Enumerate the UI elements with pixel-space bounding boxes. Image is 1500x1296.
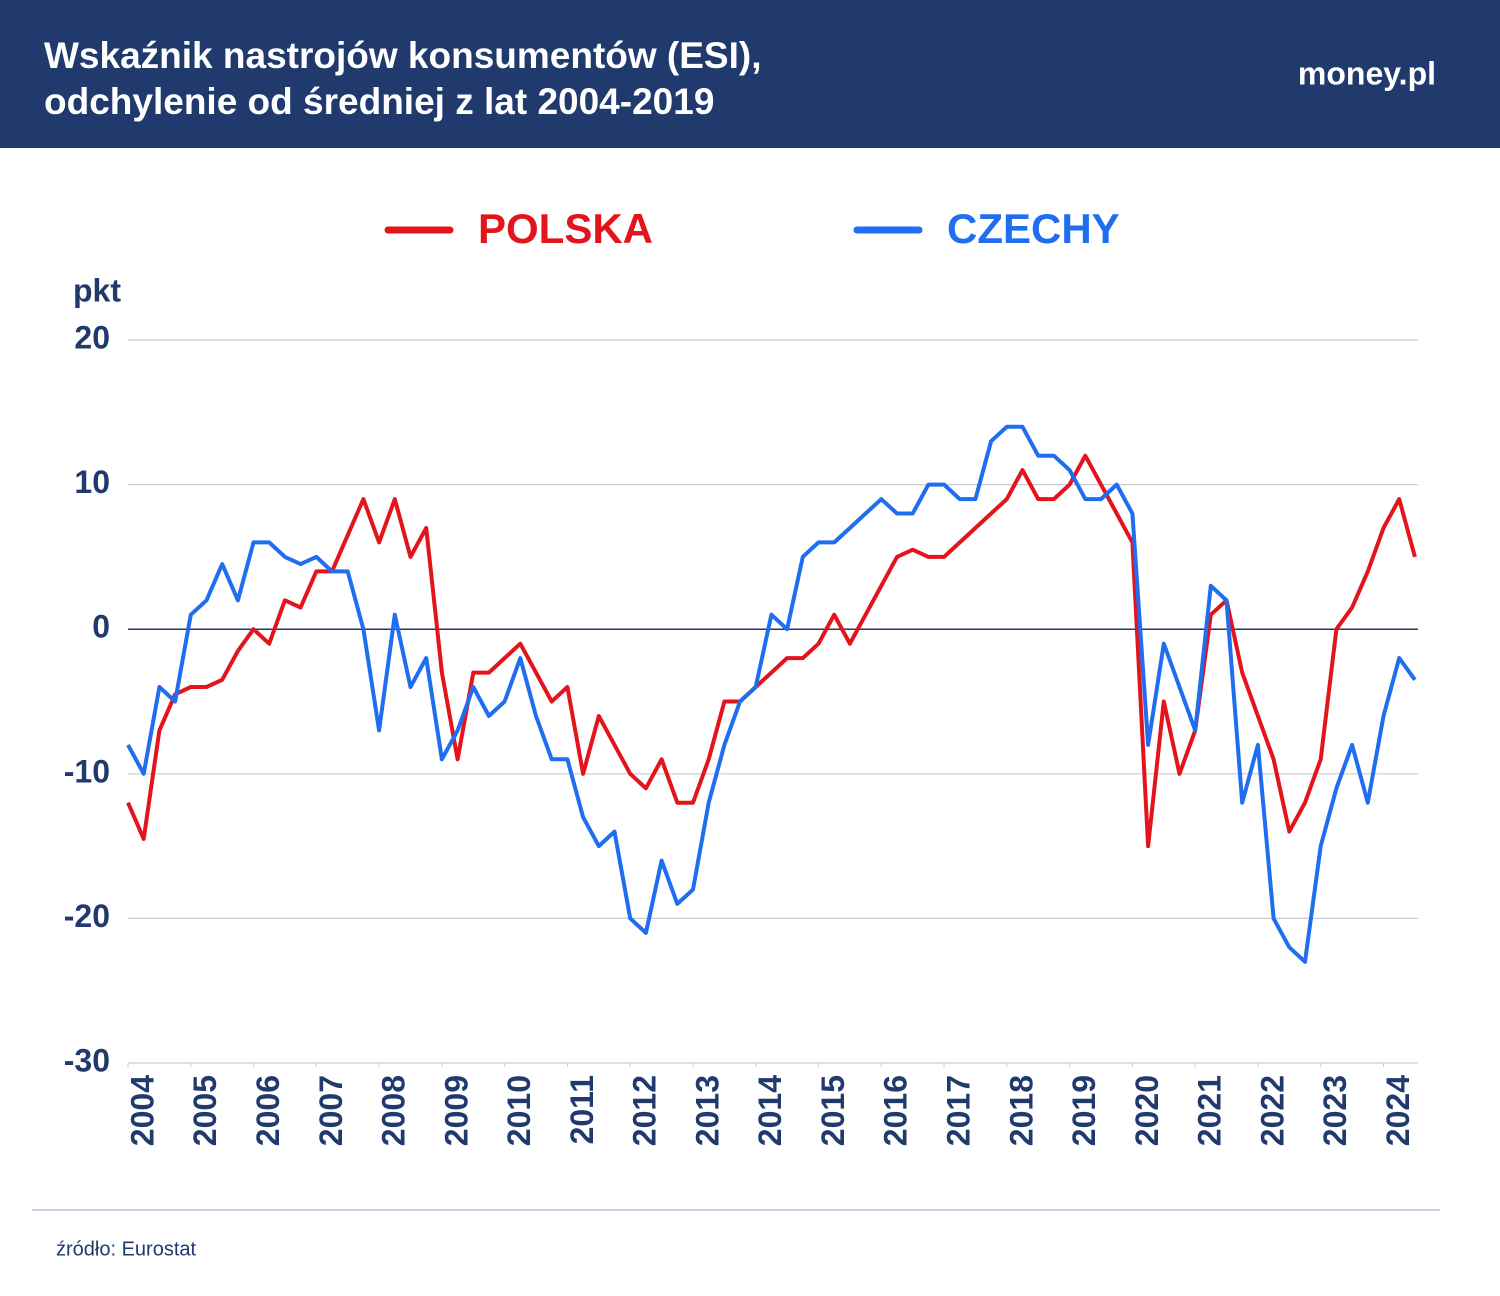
x-tick-label: 2018: [1003, 1075, 1039, 1146]
legend-label: CZECHY: [947, 205, 1120, 252]
x-tick-label: 2005: [187, 1075, 223, 1146]
x-tick-label: 2022: [1254, 1075, 1290, 1146]
x-tick-label: 2023: [1317, 1075, 1353, 1146]
x-tick-label: 2007: [313, 1075, 349, 1146]
x-tick-label: 2010: [501, 1075, 537, 1146]
chart-title: odchylenie od średniej z lat 2004-2019: [44, 81, 714, 122]
y-axis-label: pkt: [73, 272, 121, 308]
x-tick-label: 2013: [689, 1075, 725, 1146]
y-tick-label: -10: [64, 753, 110, 789]
x-tick-label: 2011: [564, 1075, 600, 1144]
y-tick-label: -20: [64, 898, 110, 934]
y-tick-label: -30: [64, 1042, 110, 1078]
x-tick-label: 2019: [1066, 1075, 1102, 1146]
x-tick-label: 2017: [941, 1075, 977, 1146]
x-tick-label: 2008: [376, 1075, 412, 1146]
series-line: [126, 424, 1417, 964]
x-tick-label: 2004: [124, 1075, 160, 1146]
x-tick-label: 2014: [752, 1075, 788, 1146]
y-tick-label: 20: [74, 319, 110, 355]
x-tick-label: 2021: [1192, 1075, 1228, 1146]
y-tick-label: 0: [92, 609, 110, 645]
logo: money.pl: [1298, 55, 1436, 91]
x-tick-label: 2009: [438, 1075, 474, 1146]
y-tick-label: 10: [74, 464, 110, 500]
legend-label: POLSKA: [478, 205, 653, 252]
x-tick-label: 2024: [1380, 1075, 1416, 1146]
source: źródło: Eurostat: [56, 1238, 197, 1260]
series-line: [126, 453, 1417, 849]
x-tick-label: 2020: [1129, 1075, 1165, 1146]
x-tick-label: 2016: [878, 1075, 914, 1146]
x-tick-label: 2006: [250, 1075, 286, 1146]
header: [0, 0, 1500, 148]
x-tick-label: 2012: [627, 1075, 663, 1146]
x-tick-label: 2015: [815, 1075, 851, 1146]
chart-title: Wskaźnik nastrojów konsumentów (ESI),: [44, 35, 762, 76]
